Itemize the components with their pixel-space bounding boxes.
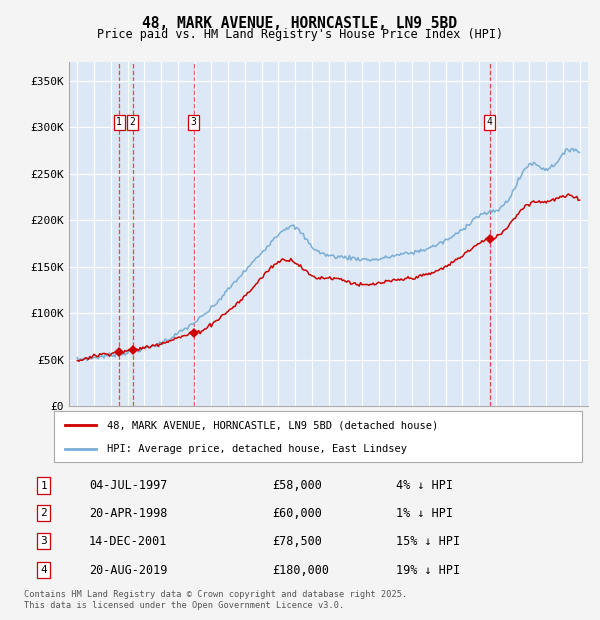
Text: 4: 4 bbox=[487, 117, 493, 128]
Text: £60,000: £60,000 bbox=[272, 507, 322, 520]
Text: HPI: Average price, detached house, East Lindsey: HPI: Average price, detached house, East… bbox=[107, 444, 407, 454]
Text: 20-APR-1998: 20-APR-1998 bbox=[89, 507, 167, 520]
Text: 15% ↓ HPI: 15% ↓ HPI bbox=[396, 534, 460, 547]
Text: 1: 1 bbox=[40, 480, 47, 490]
Text: 48, MARK AVENUE, HORNCASTLE, LN9 5BD (detached house): 48, MARK AVENUE, HORNCASTLE, LN9 5BD (de… bbox=[107, 420, 438, 430]
Text: £78,500: £78,500 bbox=[272, 534, 322, 547]
Text: 4% ↓ HPI: 4% ↓ HPI bbox=[396, 479, 453, 492]
Text: 20-AUG-2019: 20-AUG-2019 bbox=[89, 564, 167, 577]
Text: 4: 4 bbox=[40, 565, 47, 575]
Text: 2: 2 bbox=[130, 117, 136, 128]
Text: 14-DEC-2001: 14-DEC-2001 bbox=[89, 534, 167, 547]
Text: 04-JUL-1997: 04-JUL-1997 bbox=[89, 479, 167, 492]
Text: Price paid vs. HM Land Registry's House Price Index (HPI): Price paid vs. HM Land Registry's House … bbox=[97, 28, 503, 41]
Text: 3: 3 bbox=[191, 117, 197, 128]
Text: Contains HM Land Registry data © Crown copyright and database right 2025.
This d: Contains HM Land Registry data © Crown c… bbox=[24, 590, 407, 609]
Text: 1% ↓ HPI: 1% ↓ HPI bbox=[396, 507, 453, 520]
Text: £180,000: £180,000 bbox=[272, 564, 329, 577]
Text: £58,000: £58,000 bbox=[272, 479, 322, 492]
Text: 48, MARK AVENUE, HORNCASTLE, LN9 5BD: 48, MARK AVENUE, HORNCASTLE, LN9 5BD bbox=[143, 16, 458, 30]
Text: 2: 2 bbox=[40, 508, 47, 518]
Text: 3: 3 bbox=[40, 536, 47, 546]
Text: 1: 1 bbox=[116, 117, 122, 128]
Text: 19% ↓ HPI: 19% ↓ HPI bbox=[396, 564, 460, 577]
